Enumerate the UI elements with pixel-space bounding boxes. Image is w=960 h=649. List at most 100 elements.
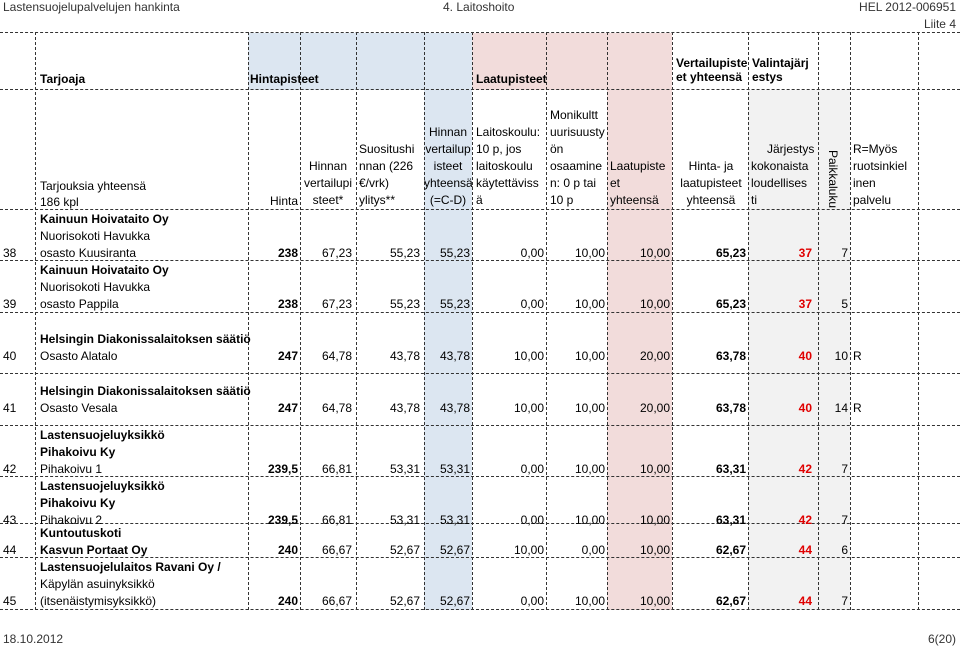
row-number: 41	[3, 401, 17, 415]
offerer-name-line: Pihakoivu Ky	[40, 445, 116, 459]
row-number: 45	[3, 594, 17, 608]
price-points-cell: 66,67	[321, 543, 352, 557]
col-line	[607, 32, 608, 610]
row-divider	[0, 557, 960, 558]
price-points-cell: 66,67	[321, 594, 352, 608]
total-points-cell: 63,78	[715, 349, 746, 363]
places-cell: 10	[834, 349, 848, 363]
total-points-cell: 62,67	[715, 594, 746, 608]
table-top-line	[0, 32, 960, 33]
offerer-name-line: osasto Pappila	[40, 297, 119, 311]
col-ruotsinkielinen: R=Myös ruotsinkiel inen palvelu	[853, 142, 908, 207]
multicultural-points-cell: 0,00	[581, 543, 605, 557]
places-cell: 6	[841, 543, 848, 557]
swedish-service-cell: R	[853, 349, 862, 363]
excess-cell: 55,23	[389, 297, 420, 311]
col-paikkaluku: Paikkaluku	[826, 150, 840, 209]
rank-cell: 44	[798, 594, 812, 608]
footer-page: 6(20)	[927, 632, 956, 646]
rank-cell: 37	[798, 246, 812, 260]
offerer-name-line: Nuorisokoti Havukka	[40, 280, 151, 294]
offerer-name-line: Kainuun Hoivataito Oy	[40, 212, 169, 226]
col-line	[300, 32, 301, 610]
school-points-cell: 0,00	[520, 462, 544, 476]
school-points-cell: 0,00	[520, 513, 544, 527]
total-points-cell: 63,78	[715, 401, 746, 415]
total-points-cell: 65,23	[715, 246, 746, 260]
offerer-name-line: (itsenäistymisyksikkö)	[40, 594, 157, 608]
col-line	[850, 32, 851, 610]
price-points-total-cell: 53,31	[439, 513, 470, 527]
header-section: 4. Laitoshoito	[443, 0, 515, 14]
multicultural-points-cell: 10,00	[574, 349, 605, 363]
quality-points-cell: 10,00	[639, 513, 670, 527]
offerer-name-line: Lastensuojeluyksikkö	[40, 428, 165, 442]
footer-date: 18.10.2012	[3, 632, 64, 646]
total-points-cell: 65,23	[715, 297, 746, 311]
price-points-total-cell: 52,67	[439, 594, 470, 608]
quality-points-cell: 20,00	[639, 401, 670, 415]
total-points-cell: 62,67	[715, 543, 746, 557]
price-points-cell: 64,78	[321, 349, 352, 363]
price-points-total-cell: 52,67	[439, 543, 470, 557]
price-points-total-cell: 55,23	[439, 297, 470, 311]
col-laatupisteet-yhteensa: Laatupiste et yhteensä	[610, 159, 666, 207]
places-cell: 7	[841, 594, 848, 608]
table-bottom-line	[0, 609, 960, 610]
price-cell: 238	[277, 246, 298, 260]
school-points-cell: 0,00	[520, 297, 544, 311]
group-valintajarjestys: Valintajärj estys	[752, 56, 809, 84]
places-cell: 14	[834, 401, 848, 415]
col-laitoskoulu: Laitoskoulu: 10 p, jos laitoskoulu käytettä…	[476, 125, 541, 207]
school-points-cell: 0,00	[520, 594, 544, 608]
excess-cell: 52,67	[389, 543, 420, 557]
col-hinnan-vertailupisteet-yhteensa: Hinnan vertailup isteet yhteensä (=C-D)	[424, 125, 473, 207]
row-divider	[0, 476, 960, 477]
quality-points-cell: 10,00	[639, 594, 670, 608]
total-points-cell: 63,31	[715, 513, 746, 527]
school-points-cell: 10,00	[513, 543, 544, 557]
col-line	[472, 32, 473, 610]
offerer-name-line: Pihakoivu 1	[40, 462, 103, 476]
offerer-name-line: Kuntoutuskoti	[40, 526, 122, 540]
col-jarjestys: Järjestys kokonaista loudellises ti	[751, 142, 815, 207]
price-points-cell: 66,81	[321, 513, 352, 527]
col-suositushinnan-ylitys: Suositushi nnan (226 €/vrk) ylitys**	[359, 142, 415, 207]
col-line	[424, 32, 425, 610]
laatupisteet-band	[472, 33, 672, 90]
price-cell: 238	[277, 297, 298, 311]
rank-cell: 40	[798, 401, 812, 415]
excess-cell: 53,31	[389, 513, 420, 527]
swedish-service-cell: R	[853, 401, 862, 415]
price-points-cell: 64,78	[321, 401, 352, 415]
offerer-name-line: Kasvun Portaat Oy	[40, 543, 148, 557]
excess-cell: 52,67	[389, 594, 420, 608]
col-line	[748, 32, 749, 610]
rank-cell: 40	[798, 349, 812, 363]
places-cell: 7	[841, 246, 848, 260]
col-hinta-ja-laatupisteet: Hinta- ja laatupisteet yhteensä	[680, 159, 742, 207]
row-number: 42	[3, 462, 17, 476]
row-divider	[0, 260, 960, 261]
column-header-line	[0, 209, 960, 210]
total-points-cell: 63,31	[715, 462, 746, 476]
header-attachment: Liite 4	[923, 17, 956, 31]
group-vertailupisteet: Vertailupiste et yhteensä	[676, 56, 748, 84]
row-number: 39	[3, 297, 17, 311]
col-offers: Tarjouksia yhteensä 186 kpl	[40, 179, 147, 209]
school-points-cell: 10,00	[513, 401, 544, 415]
row-number: 40	[3, 349, 17, 363]
price-points-cell: 67,23	[321, 297, 352, 311]
col-line	[672, 32, 673, 610]
price-cell: 239,5	[267, 513, 298, 527]
multicultural-points-cell: 10,00	[574, 594, 605, 608]
multicultural-points-cell: 10,00	[574, 246, 605, 260]
price-cell: 240	[277, 594, 298, 608]
price-points-cell: 67,23	[321, 246, 352, 260]
offerer-name-line: Osasto Vesala	[40, 401, 118, 415]
quality-points-cell: 20,00	[639, 349, 670, 363]
multicultural-points-cell: 10,00	[574, 297, 605, 311]
multicultural-points-cell: 10,00	[574, 513, 605, 527]
hintapisteet-band	[248, 33, 472, 90]
rank-cell: 42	[798, 462, 812, 476]
